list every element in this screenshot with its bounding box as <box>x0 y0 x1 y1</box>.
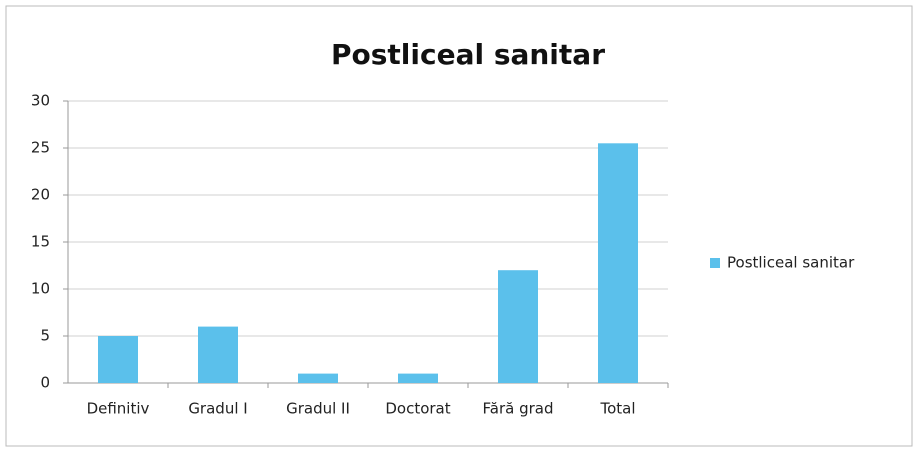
x-tick-label: Gradul I <box>188 400 247 418</box>
y-tick-label: 5 <box>40 327 50 345</box>
legend-label: Postliceal sanitar <box>727 254 855 272</box>
bar <box>198 326 238 383</box>
bar <box>498 270 538 383</box>
x-tick-label: Fără grad <box>483 400 554 418</box>
bar <box>398 373 438 383</box>
legend-swatch <box>710 258 720 268</box>
y-tick-label: 10 <box>31 280 50 298</box>
y-tick-label: 15 <box>31 233 50 251</box>
y-tick-label: 0 <box>40 374 50 392</box>
chart-border <box>5 5 913 447</box>
x-tick-label: Total <box>599 400 635 418</box>
y-tick-label: 30 <box>31 92 50 110</box>
x-tick-label: Gradul II <box>286 400 350 418</box>
bar <box>298 373 338 383</box>
chart-title: Postliceal sanitar <box>331 38 605 71</box>
bar <box>598 143 638 383</box>
x-tick-label: Doctorat <box>385 400 450 418</box>
x-tick-label: Definitiv <box>87 400 150 418</box>
bar <box>98 336 138 383</box>
y-tick-label: 25 <box>31 139 50 157</box>
y-tick-label: 20 <box>31 186 50 204</box>
